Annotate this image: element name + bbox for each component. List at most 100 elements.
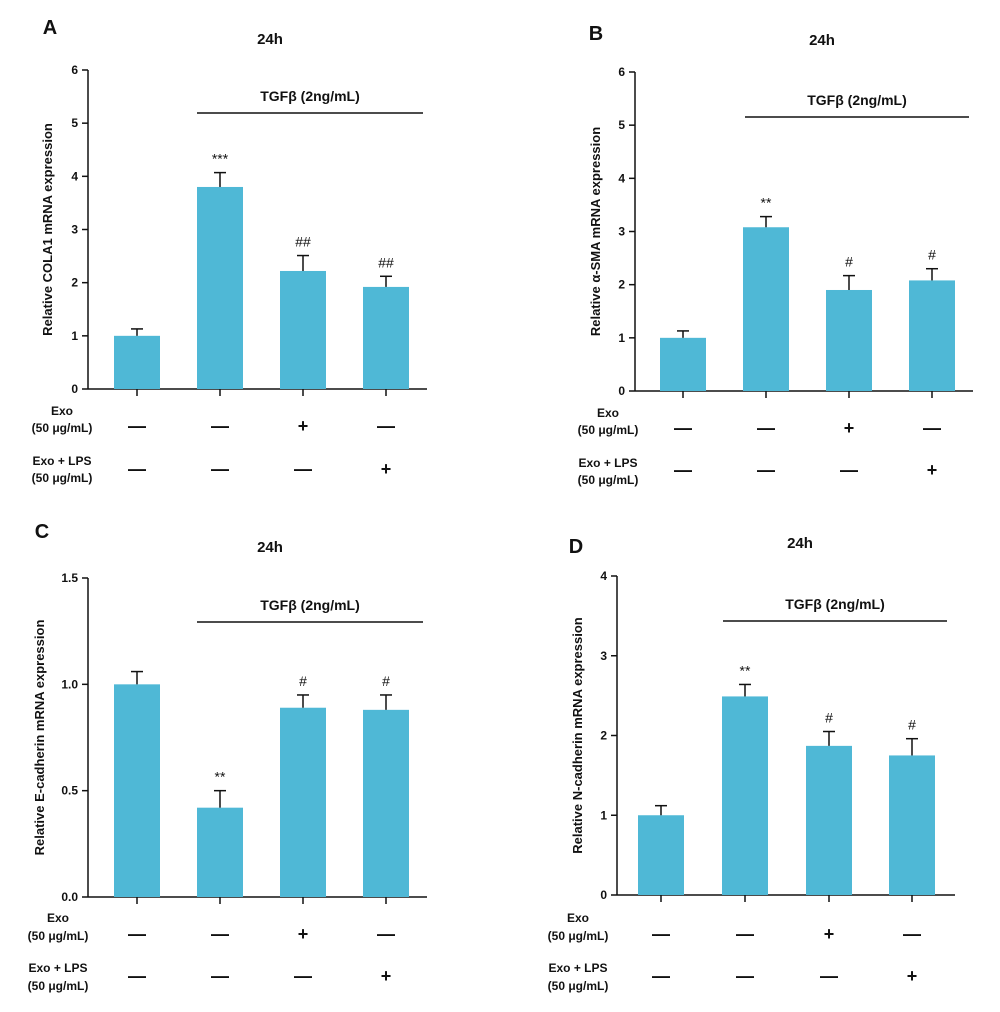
bar (363, 709, 409, 897)
y-tick-label: 3 (600, 649, 607, 663)
condition-marker: + (824, 924, 835, 944)
y-tick-label: 1.0 (61, 677, 78, 691)
condition-marker: — (736, 966, 754, 986)
condition-marker: — (652, 966, 670, 986)
condition-marker: — (652, 924, 670, 944)
y-tick-label: 2 (618, 278, 625, 292)
condition-marker: — (294, 459, 312, 479)
bar (909, 280, 955, 391)
treatment-label: TGFβ (2ng/mL) (260, 597, 360, 613)
y-tick-label: 4 (71, 169, 78, 183)
condition-row-label: (50 μg/mL) (28, 929, 89, 943)
condition-marker: — (128, 459, 146, 479)
condition-row-label: (50 μg/mL) (32, 471, 93, 485)
condition-row-label: Exo (597, 406, 619, 420)
bar (660, 337, 706, 391)
panel-d: D 24h 0 1 2 3 4 Relative N-cadherin mRNA expres… (548, 535, 955, 993)
bar (197, 186, 243, 389)
y-tick-label: 0 (618, 384, 625, 398)
y-tick-label: 0.0 (61, 890, 78, 904)
condition-row-label: (50 μg/mL) (578, 473, 639, 487)
bar (826, 289, 872, 391)
condition-marker: — (840, 460, 858, 480)
bar (743, 227, 789, 391)
condition-row-label: Exo + LPS (32, 454, 91, 468)
condition-row-label: (50 μg/mL) (28, 979, 89, 993)
chart-title: 24h (787, 535, 813, 552)
condition-marker: — (294, 966, 312, 986)
significance-label: # (845, 254, 853, 270)
y-tick-label: 2 (71, 276, 78, 290)
condition-marker: — (757, 418, 775, 438)
panel-letter: D (569, 536, 583, 558)
bar (280, 270, 326, 389)
condition-marker: — (128, 966, 146, 986)
condition-row-label: (50 μg/mL) (32, 421, 93, 435)
panel-letter: A (43, 17, 57, 39)
significance-label: # (825, 710, 833, 726)
y-axis-label: Relative COLA1 mRNA expression (40, 123, 55, 336)
condition-marker: — (820, 966, 838, 986)
condition-row-label: (50 μg/mL) (578, 423, 639, 437)
significance-label: # (382, 673, 390, 689)
panel-letter: B (589, 23, 603, 45)
condition-row-label: Exo + LPS (578, 456, 637, 470)
condition-marker: — (211, 459, 229, 479)
condition-marker: + (298, 416, 309, 436)
bar (280, 707, 326, 897)
condition-marker: — (903, 924, 921, 944)
condition-marker: + (844, 418, 855, 438)
bar (722, 696, 768, 895)
panel-c: C 24h 0.0 0.5 1.0 1.5 Relative E-cadherin mRNA… (28, 521, 427, 993)
panel-letter: C (35, 521, 49, 543)
significance-label: ## (378, 254, 394, 270)
condition-marker: — (674, 418, 692, 438)
y-tick-label: 1 (618, 331, 625, 345)
condition-row-label: Exo (47, 911, 69, 925)
treatment-label: TGFβ (2ng/mL) (260, 88, 360, 104)
significance-label: # (908, 717, 916, 733)
significance-label: # (928, 247, 936, 263)
bar (114, 684, 160, 897)
chart-title: 24h (257, 31, 283, 48)
condition-marker: — (211, 966, 229, 986)
panel-a: A 24h 0 1 2 3 4 5 6 Relative COLA1 mRNA expressio… (32, 17, 427, 485)
y-tick-label: 1.5 (61, 571, 78, 585)
y-tick-label: 4 (600, 569, 607, 583)
significance-label: *** (212, 151, 229, 167)
significance-label: ** (761, 195, 772, 211)
chart-title: 24h (809, 32, 835, 49)
y-tick-label: 6 (618, 65, 625, 79)
treatment-label: TGFβ (2ng/mL) (785, 596, 885, 612)
condition-marker: — (211, 416, 229, 436)
treatment-label: TGFβ (2ng/mL) (807, 92, 907, 108)
condition-marker: + (927, 460, 938, 480)
y-tick-label: 4 (618, 171, 625, 185)
y-tick-label: 5 (618, 118, 625, 132)
bar (889, 755, 935, 895)
condition-marker: — (757, 460, 775, 480)
condition-marker: — (377, 416, 395, 436)
y-tick-label: 3 (618, 225, 625, 239)
bar (197, 807, 243, 897)
y-axis-label: Relative E-cadherin mRNA expression (32, 620, 47, 856)
condition-marker: + (381, 966, 392, 986)
significance-label: ** (740, 662, 751, 678)
y-tick-label: 3 (71, 223, 78, 237)
y-tick-label: 0.5 (61, 784, 78, 798)
condition-marker: — (923, 418, 941, 438)
condition-row-label: (50 μg/mL) (548, 929, 609, 943)
bar (806, 745, 852, 895)
condition-row-label: Exo (567, 911, 589, 925)
panel-b: B 24h 0 1 2 3 4 5 6 Relative α-SMA mRNA expressio… (578, 23, 973, 487)
condition-marker: + (381, 459, 392, 479)
significance-label: ** (215, 769, 226, 785)
y-tick-label: 0 (71, 382, 78, 396)
y-axis-label: Relative α-SMA mRNA expression (588, 127, 603, 336)
condition-row-label: (50 μg/mL) (548, 979, 609, 993)
condition-marker: — (377, 924, 395, 944)
significance-label: # (299, 673, 307, 689)
condition-marker: — (736, 924, 754, 944)
condition-marker: — (128, 924, 146, 944)
